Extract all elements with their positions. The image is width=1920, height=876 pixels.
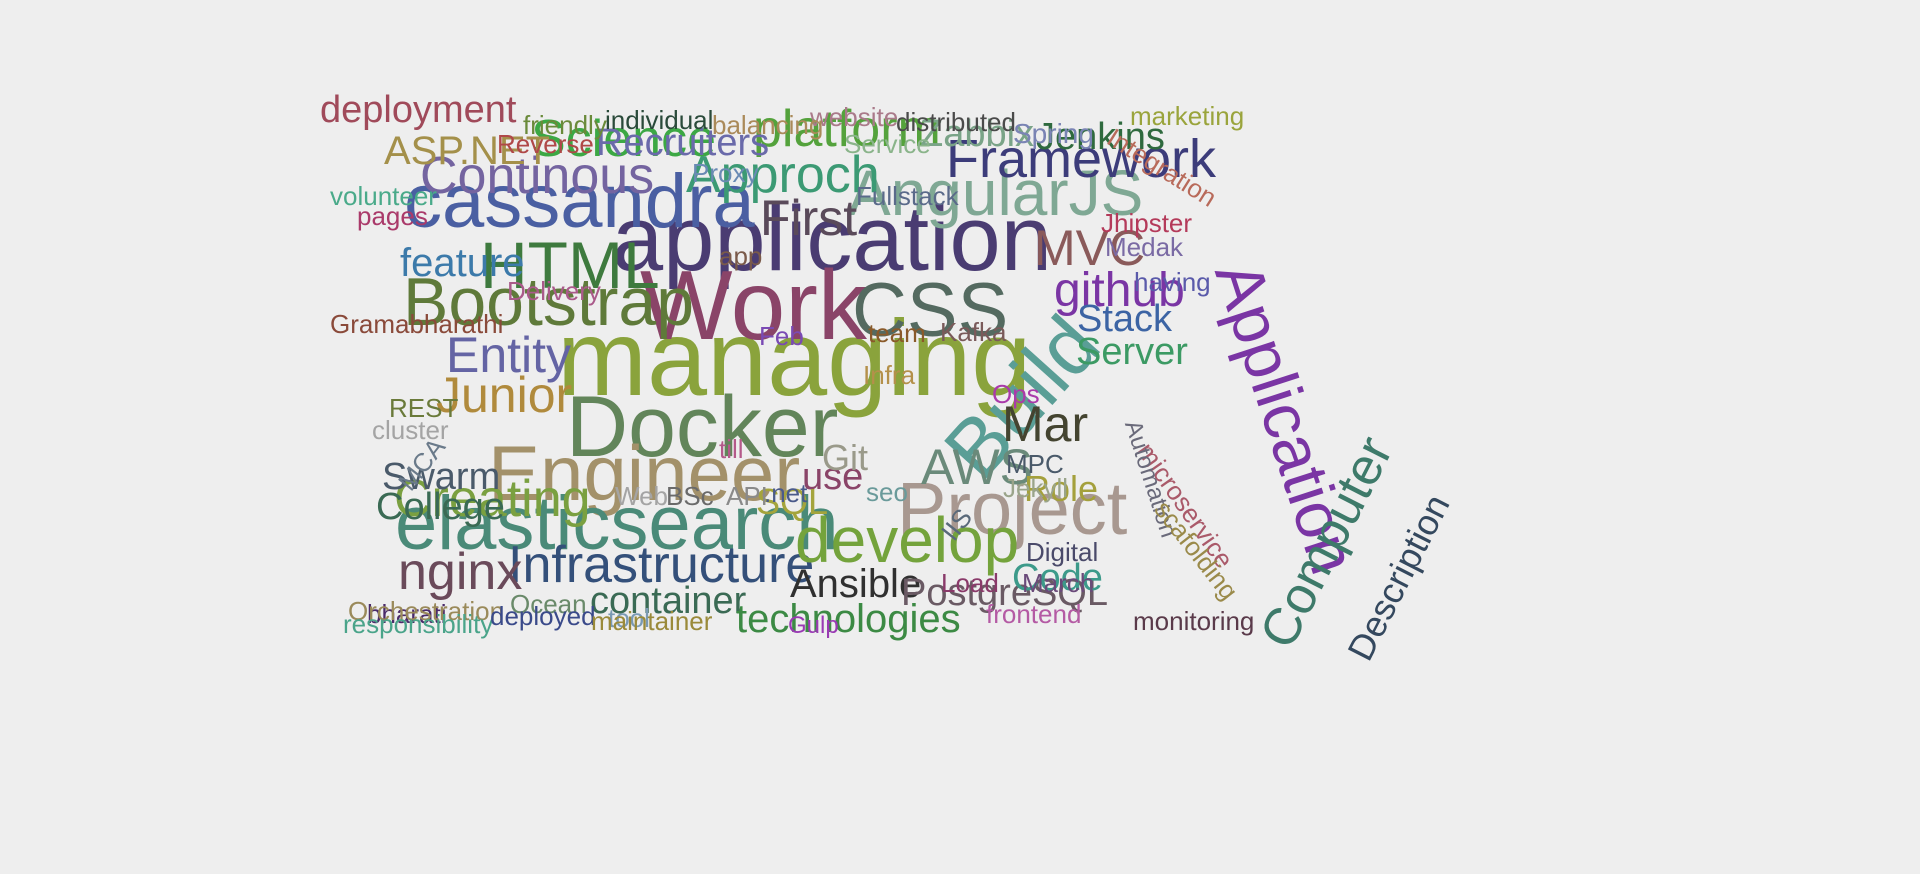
word-stack: Stack bbox=[1077, 298, 1173, 341]
word-college: College bbox=[376, 486, 505, 529]
word-jekyll: Jekyll bbox=[1003, 472, 1069, 503]
word-cassandra: cassandra bbox=[404, 158, 755, 244]
word-css: CSS bbox=[852, 267, 1009, 353]
word-entity: Entity bbox=[446, 327, 572, 383]
word-reverse: Reverse bbox=[497, 128, 594, 159]
word-sql: SQL bbox=[756, 481, 829, 523]
word-seo: seo bbox=[866, 476, 908, 507]
word-deployed: deployed bbox=[490, 600, 596, 631]
word-rest: REST bbox=[389, 392, 459, 423]
word-marketing: marketing bbox=[1130, 100, 1245, 131]
word-bharati: bharati bbox=[367, 598, 447, 629]
word-gramabharathi: Gramabharathi bbox=[330, 308, 504, 339]
word-ansible: Ansible bbox=[790, 561, 922, 606]
word-tool: tool bbox=[608, 602, 650, 633]
word-web: Web bbox=[615, 480, 668, 511]
word-science: Science bbox=[531, 110, 716, 169]
word-technologies: technologies bbox=[736, 596, 961, 641]
word-nginx: nginx bbox=[398, 543, 523, 602]
word-ocean: Ocean bbox=[510, 588, 587, 619]
word-delivery: Delivery bbox=[507, 275, 601, 306]
word-html: HTML bbox=[480, 228, 660, 303]
word-continous: Continous bbox=[420, 147, 655, 206]
word-friendly: friendly bbox=[523, 109, 607, 140]
word-zabbix: Zabbix bbox=[920, 113, 1035, 156]
word-march: March bbox=[1022, 567, 1095, 598]
word-pages: pages bbox=[357, 200, 428, 231]
word-angularjs: AngularJS bbox=[848, 156, 1144, 229]
word-service: Service bbox=[844, 128, 931, 159]
word-aws: AWS bbox=[921, 439, 1034, 495]
word-gulp: Gulp bbox=[788, 612, 839, 640]
word-feature: feature bbox=[400, 240, 525, 285]
word-application: application bbox=[612, 187, 1052, 290]
word-project: Project bbox=[897, 467, 1128, 551]
word-git: Git bbox=[822, 437, 869, 479]
word-role: Role bbox=[1024, 468, 1099, 510]
word-asp-net: ASP.NET bbox=[384, 128, 550, 173]
word-volunteer: volunteer bbox=[330, 180, 437, 211]
word-code: Code bbox=[1012, 557, 1103, 600]
word-swarm: Swarm bbox=[382, 456, 501, 499]
word-monitoring: monitoring bbox=[1133, 605, 1255, 636]
word-develop: develop bbox=[795, 503, 1020, 576]
word-elasticsearch: elasticsearch bbox=[395, 480, 839, 566]
word-bsc: BSc bbox=[666, 480, 714, 511]
word-api: API bbox=[726, 480, 768, 511]
word-frontend: frontend bbox=[986, 598, 1082, 629]
word-cluster: cluster bbox=[372, 414, 449, 445]
word-mvc: MVC bbox=[1034, 220, 1146, 276]
word-jenkins: Jenkins bbox=[1036, 116, 1165, 159]
word-distributed: distributed bbox=[896, 106, 1016, 137]
word-recruiters: Recruiters bbox=[596, 122, 770, 165]
word-server: Server bbox=[1076, 331, 1188, 374]
word-net: .net bbox=[764, 477, 808, 508]
word-platform: platform bbox=[753, 100, 941, 159]
word-team: team bbox=[868, 317, 926, 348]
word-jhipster: Jhipster bbox=[1101, 207, 1193, 238]
word-junior: Junior bbox=[436, 367, 573, 423]
word-github: github bbox=[1054, 263, 1185, 317]
word-bootstrap: Bootstrap bbox=[403, 263, 695, 340]
word-maintainer: maintainer bbox=[591, 605, 713, 636]
word-use: use bbox=[802, 456, 864, 499]
word-app: app bbox=[719, 240, 763, 271]
word-infrastructure: Infrastructure bbox=[508, 536, 815, 595]
word-first: First bbox=[760, 190, 858, 246]
word-work: Work bbox=[640, 249, 867, 360]
word-website: website bbox=[810, 101, 899, 132]
word-load: Load bbox=[941, 567, 999, 598]
word-postgresql: PostgreSQL bbox=[901, 572, 1108, 615]
word-digital: Digital bbox=[1026, 536, 1099, 567]
word-till: till bbox=[719, 433, 744, 464]
word-framework: Framework bbox=[946, 128, 1217, 189]
word-individual: individual bbox=[605, 104, 714, 135]
word-docker: Docker bbox=[566, 379, 839, 476]
word-mar: Mar bbox=[1002, 396, 1089, 452]
word-deployment: deployment bbox=[320, 89, 517, 132]
word-container: container bbox=[590, 580, 747, 623]
word-infra: Infra bbox=[863, 359, 916, 390]
word-spring: Spring bbox=[1013, 117, 1094, 149]
word-balancing: balancing bbox=[712, 109, 824, 140]
word-kafka: Kafka bbox=[940, 316, 1007, 347]
word-mpc: MPC bbox=[1006, 448, 1064, 479]
word-proxy: Proxy bbox=[692, 157, 759, 188]
bottom-border bbox=[0, 874, 1920, 876]
word-feb: Feb bbox=[759, 320, 804, 351]
word-medak: Medak bbox=[1105, 231, 1184, 262]
word-creating: Creating bbox=[394, 470, 591, 529]
word-approch: Approch bbox=[686, 146, 880, 205]
word-responsibility: responsibility bbox=[343, 608, 494, 639]
word-having: having bbox=[1134, 266, 1211, 297]
word-engineer: Engineer bbox=[488, 428, 801, 517]
word-orchestration: Orchestration bbox=[348, 595, 505, 626]
word-fullstack: Fullstack bbox=[856, 180, 959, 211]
word-managing: managing bbox=[557, 297, 1032, 419]
word-ops: Ops bbox=[992, 378, 1040, 409]
